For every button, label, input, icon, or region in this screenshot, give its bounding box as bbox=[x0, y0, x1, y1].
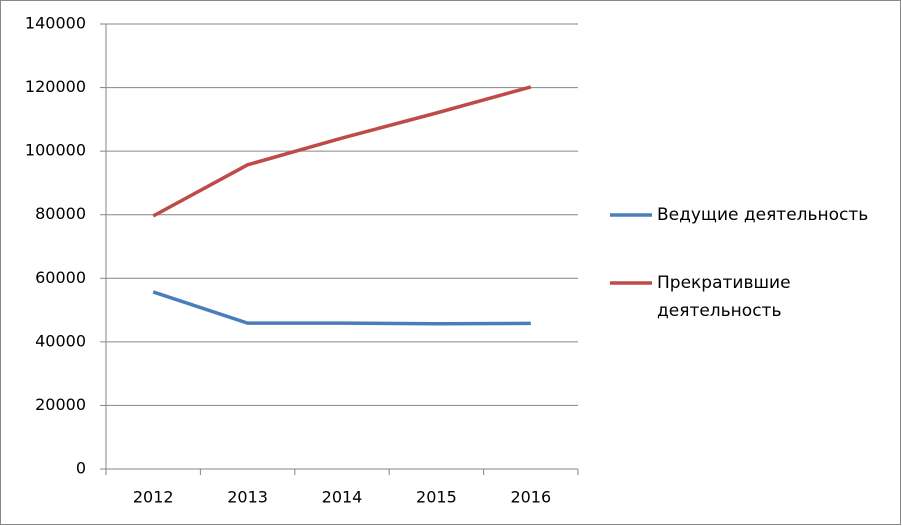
y-tick-label: 60000 bbox=[35, 268, 86, 287]
y-tick-label: 20000 bbox=[35, 395, 86, 414]
x-tick-label: 2012 bbox=[133, 488, 174, 507]
y-tick-label: 100000 bbox=[25, 141, 86, 160]
x-tick-label: 2013 bbox=[227, 488, 268, 507]
y-tick-label: 120000 bbox=[25, 77, 86, 96]
y-tick-label: 80000 bbox=[35, 204, 86, 223]
y-tick-label: 40000 bbox=[35, 331, 86, 350]
x-tick-label: 2015 bbox=[416, 488, 457, 507]
series-line bbox=[152, 85, 532, 218]
series-line bbox=[152, 290, 531, 326]
x-tick-label: 2016 bbox=[510, 488, 551, 507]
x-tick-label: 2014 bbox=[322, 488, 363, 507]
legend-label: Прекратившие деятельность bbox=[657, 273, 791, 321]
y-tick-label: 140000 bbox=[25, 14, 86, 33]
legend-label: Ведущие деятельность bbox=[657, 205, 869, 225]
y-tick-label: 0 bbox=[76, 459, 86, 478]
